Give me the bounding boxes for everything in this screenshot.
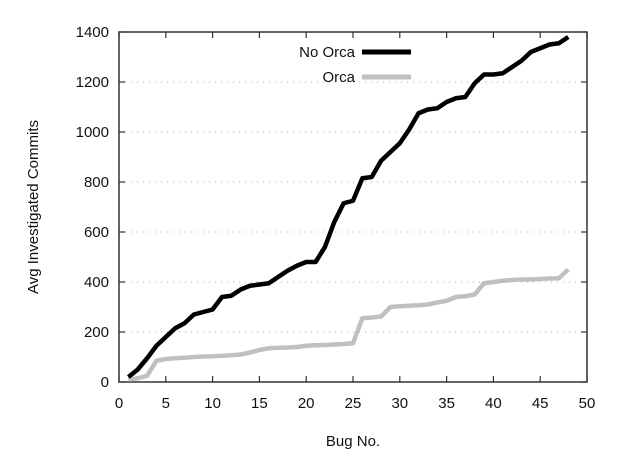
legend-label-no-orca: No Orca [299, 44, 356, 61]
y-tick-label: 200 [84, 324, 109, 341]
y-tick-label: 1200 [76, 74, 109, 91]
axes: 0 200 400 600 800 1000 1200 1400 0 5 10 15 20 25 30 35 4… [76, 24, 596, 412]
legend-label-orca: Orca [322, 69, 355, 86]
grid [119, 81, 587, 333]
x-tick-label: 15 [251, 395, 268, 412]
x-tick-label: 0 [115, 395, 123, 412]
y-tick-label: 0 [101, 374, 109, 391]
x-tick-label: 35 [438, 395, 455, 412]
x-tick-label: 45 [532, 395, 549, 412]
series-line-orca [128, 267, 570, 382]
x-tick-label: 25 [345, 395, 362, 412]
x-tick-label: 50 [579, 395, 596, 412]
y-axis-label: Avg Investigated Commits [25, 120, 42, 294]
y-tick-label: 1400 [76, 24, 109, 41]
x-tick-label: 30 [391, 395, 408, 412]
x-tick-label: 20 [298, 395, 315, 412]
y-tick-label: 600 [84, 224, 109, 241]
y-tick-label: 400 [84, 274, 109, 291]
y-tick-label: 1000 [76, 124, 109, 141]
x-tick-label: 10 [204, 395, 221, 412]
x-axis-label: Bug No. [326, 433, 380, 450]
x-tick-label: 40 [485, 395, 502, 412]
series-line-no-orca [126, 35, 570, 379]
series-group [126, 35, 570, 382]
y-tick-label: 800 [84, 174, 109, 191]
plot-frame [118, 31, 588, 383]
legend: No Orca Orca [299, 44, 411, 86]
x-tick-label: 5 [162, 395, 170, 412]
